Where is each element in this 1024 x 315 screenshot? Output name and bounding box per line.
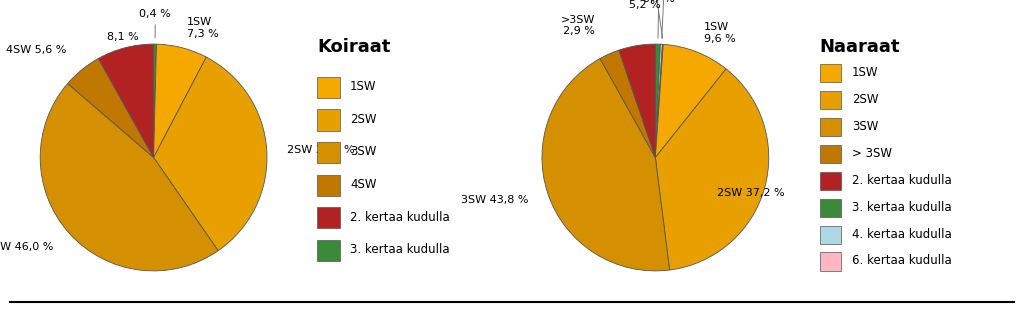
FancyBboxPatch shape — [819, 172, 842, 190]
Text: >3SW
2,9 %: >3SW 2,9 % — [560, 15, 595, 37]
Wedge shape — [154, 57, 267, 251]
Text: 2SW: 2SW — [852, 93, 879, 106]
Text: 0,4 %: 0,4 % — [139, 9, 171, 38]
FancyBboxPatch shape — [317, 207, 340, 228]
Text: 2. kertaa kudulla: 2. kertaa kudulla — [350, 210, 450, 224]
FancyBboxPatch shape — [819, 91, 842, 109]
Wedge shape — [154, 44, 157, 158]
FancyBboxPatch shape — [317, 142, 340, 163]
Text: 0,1 %: 0,1 % — [636, 0, 668, 38]
Text: 1SW
7,3 %: 1SW 7,3 % — [187, 17, 219, 39]
Text: Naaraat: Naaraat — [819, 38, 900, 56]
Wedge shape — [542, 59, 670, 271]
Text: 5,2 %: 5,2 % — [629, 0, 660, 10]
FancyBboxPatch shape — [317, 109, 340, 130]
Text: 3. kertaa kudulla: 3. kertaa kudulla — [350, 243, 450, 256]
Text: 4SW: 4SW — [350, 178, 377, 191]
Wedge shape — [154, 44, 206, 158]
Wedge shape — [655, 44, 660, 158]
Wedge shape — [40, 83, 218, 271]
Text: 2SW: 2SW — [350, 113, 377, 126]
Wedge shape — [68, 59, 154, 158]
Wedge shape — [655, 44, 664, 158]
FancyBboxPatch shape — [819, 198, 842, 217]
Text: 3. kertaa kudulla: 3. kertaa kudulla — [852, 201, 951, 214]
Wedge shape — [655, 69, 769, 270]
Text: 1SW: 1SW — [350, 80, 377, 93]
Wedge shape — [600, 50, 655, 158]
Text: 3SW: 3SW — [350, 145, 377, 158]
Wedge shape — [655, 44, 663, 158]
FancyBboxPatch shape — [317, 77, 340, 98]
Text: 4. kertaa kudulla: 4. kertaa kudulla — [852, 227, 951, 241]
Text: 6. kertaa kudulla: 6. kertaa kudulla — [852, 255, 951, 267]
Text: 1SW
9,6 %: 1SW 9,6 % — [703, 22, 735, 43]
Wedge shape — [655, 44, 726, 158]
Text: 2. kertaa kudulla: 2. kertaa kudulla — [852, 174, 951, 187]
Text: 3SW: 3SW — [852, 120, 879, 133]
Text: 3SW 43,8 %: 3SW 43,8 % — [461, 195, 528, 205]
FancyBboxPatch shape — [819, 253, 842, 271]
Wedge shape — [618, 44, 655, 158]
Text: 8,1 %: 8,1 % — [108, 32, 139, 42]
FancyBboxPatch shape — [819, 64, 842, 82]
Text: 0,3 %: 0,3 % — [648, 0, 680, 38]
FancyBboxPatch shape — [317, 240, 340, 261]
Text: 4SW 5,6 %: 4SW 5,6 % — [6, 45, 67, 55]
Text: Koiraat: Koiraat — [317, 38, 390, 56]
Text: 2SW 32,7 %: 2SW 32,7 % — [287, 145, 354, 155]
Text: > 3SW: > 3SW — [852, 147, 892, 160]
Text: 3SW 46,0 %: 3SW 46,0 % — [0, 242, 54, 252]
Wedge shape — [98, 44, 154, 158]
FancyBboxPatch shape — [819, 226, 842, 244]
Text: 0,7 %: 0,7 % — [643, 0, 675, 38]
FancyBboxPatch shape — [317, 175, 340, 196]
FancyBboxPatch shape — [819, 118, 842, 136]
Text: 1SW: 1SW — [852, 66, 879, 79]
Text: 2SW 37,2 %: 2SW 37,2 % — [717, 188, 784, 198]
FancyBboxPatch shape — [819, 145, 842, 163]
